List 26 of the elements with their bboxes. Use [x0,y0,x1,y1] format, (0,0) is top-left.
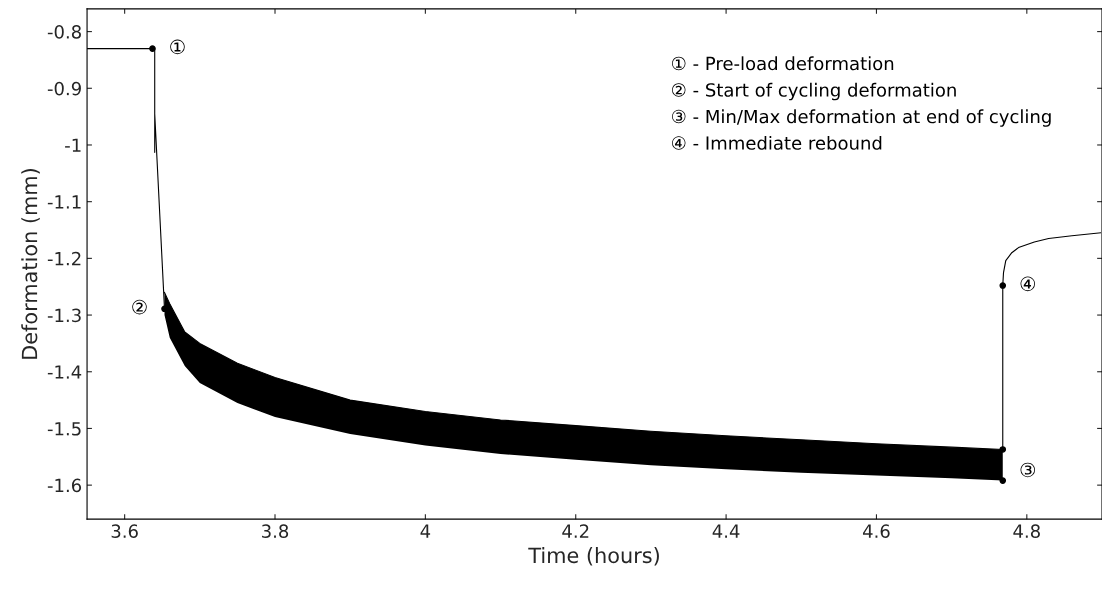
x-axis-title: Time (hours) [528,547,659,566]
x-tick-label: 4.8 [1013,524,1040,538]
x-tick-label: 4.2 [562,524,589,538]
x-tick-label: 4 [420,524,431,538]
x-tick-label: 3.8 [262,524,289,538]
annotation: ② [132,299,147,315]
y-tick-label: -1.4 [47,365,82,379]
annotation: ④ [1020,276,1036,292]
y-tick-label: -1.6 [47,478,82,493]
x-tick-label: 4.6 [862,524,890,538]
y-axis-title: Deformation (mm) [21,169,40,359]
annotation: ① [170,39,185,55]
y-tick-label: -1.2 [47,251,81,266]
y-tick-label: -1 [65,138,81,152]
y-tick-label: -0.9 [47,81,81,96]
annotation: ② - Start of cycling deformation [671,82,956,101]
y-tick-label: -0.8 [47,25,81,39]
annotation: ① - Pre-load deformation [671,56,894,71]
x-tick-label: 3.6 [111,524,138,538]
annotation: ④ - Immediate rebound [671,135,882,150]
y-tick-label: -1.5 [47,422,81,436]
annotation: ③ [1020,462,1036,478]
y-tick-label: -1.3 [47,308,81,323]
y-tick-label: -1.1 [47,195,81,209]
annotation: ③ - Min/Max deformation at end of cycling [671,109,1051,127]
x-tick-label: 4.4 [712,524,740,538]
